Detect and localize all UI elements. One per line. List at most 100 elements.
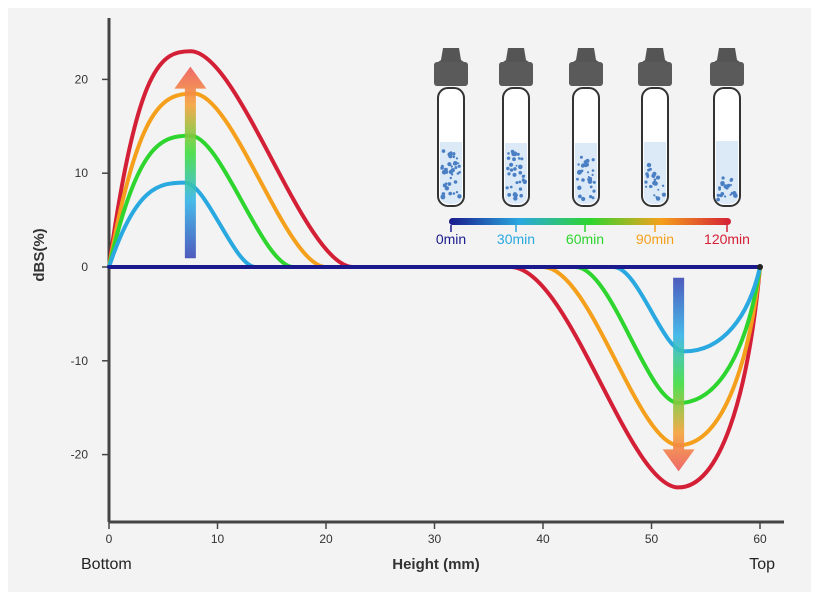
particle <box>515 164 518 167</box>
vial-90min <box>638 48 672 207</box>
particle <box>592 180 596 184</box>
particle <box>452 152 456 156</box>
particle <box>447 182 452 186</box>
particle <box>442 195 445 198</box>
particle <box>577 169 582 175</box>
x-tick-label: 50 <box>645 532 659 546</box>
particle <box>592 189 596 193</box>
particle <box>723 184 728 189</box>
particle <box>516 152 520 156</box>
time-gradient-bar <box>449 218 731 225</box>
particle <box>577 163 580 166</box>
vial-60min <box>569 48 603 207</box>
vial-cap-base <box>638 62 672 86</box>
vial-liquid <box>716 141 738 204</box>
particle <box>645 172 649 176</box>
trend-arrow-down <box>662 277 695 472</box>
particle <box>509 162 514 167</box>
particle <box>506 156 511 160</box>
particle <box>732 191 737 196</box>
particle <box>444 186 450 191</box>
particle <box>581 178 585 182</box>
particle <box>448 154 453 159</box>
endpoint-dot <box>757 264 763 270</box>
particle <box>661 184 665 187</box>
particle <box>589 185 593 189</box>
particle <box>653 178 657 181</box>
particle <box>453 161 458 166</box>
particle <box>729 193 732 196</box>
series-layer <box>107 49 763 490</box>
particle <box>645 185 648 188</box>
particle <box>455 191 459 194</box>
particle <box>652 171 657 176</box>
plot-background <box>8 8 811 592</box>
y-tick-label: 0 <box>81 260 88 274</box>
particle <box>716 193 720 197</box>
particle <box>716 197 720 202</box>
particle <box>581 196 586 202</box>
axes: 0 10 20 30 40 50 60 -20 -10 0 10 20 <box>71 18 784 546</box>
vial-30min <box>499 48 533 207</box>
particle <box>512 192 517 197</box>
time-label-30min: 30min <box>497 231 535 247</box>
particle <box>647 168 651 172</box>
particle <box>448 170 452 174</box>
particle <box>515 181 519 185</box>
particle <box>523 174 526 177</box>
particle <box>721 176 725 180</box>
particle <box>518 164 523 170</box>
particle <box>655 196 658 198</box>
vial-cap-base <box>434 62 468 86</box>
time-label-120min: 120min <box>704 231 750 247</box>
particle <box>591 196 595 200</box>
particle <box>449 176 452 180</box>
x-tick-label: 40 <box>536 532 550 546</box>
particle <box>512 172 517 177</box>
particle <box>441 149 446 153</box>
particle <box>585 162 589 167</box>
particle <box>720 192 725 196</box>
arrow-layer <box>174 66 695 472</box>
particle <box>586 171 590 174</box>
particle <box>509 168 514 172</box>
particle <box>591 173 594 176</box>
particle <box>577 185 582 190</box>
x-tick-label: 30 <box>428 532 442 546</box>
particle <box>518 180 522 184</box>
particle <box>646 175 650 178</box>
particle <box>457 194 462 199</box>
particle <box>457 164 461 168</box>
vial-cap-base <box>710 62 744 86</box>
time-label-90min: 90min <box>636 231 674 247</box>
x-axis-title: Height (mm) <box>392 556 480 573</box>
particle <box>521 178 525 182</box>
particle <box>656 175 661 180</box>
particle <box>520 157 524 161</box>
y-tick-label: -10 <box>71 354 89 368</box>
particle <box>456 172 460 175</box>
x-tick-label: 60 <box>753 532 767 546</box>
particle <box>507 193 512 197</box>
particle <box>653 194 656 197</box>
x-tick-label: 20 <box>319 532 333 546</box>
particle <box>507 172 511 176</box>
particle <box>453 180 458 184</box>
particle <box>579 155 583 159</box>
vial-cap-base <box>569 62 603 86</box>
particle <box>730 177 734 182</box>
particle <box>443 167 448 172</box>
particle <box>452 192 456 195</box>
particle <box>718 188 721 191</box>
particle <box>454 166 458 170</box>
particle <box>440 166 444 170</box>
particle <box>518 171 523 175</box>
y-tick-label: 10 <box>75 166 89 180</box>
y-tick-label: -20 <box>71 448 89 462</box>
particle <box>512 157 516 162</box>
particle <box>505 186 509 190</box>
particle <box>576 177 579 181</box>
vials-inset: 0min 30min 60min 90min 120min <box>434 48 750 247</box>
particle <box>591 158 595 162</box>
